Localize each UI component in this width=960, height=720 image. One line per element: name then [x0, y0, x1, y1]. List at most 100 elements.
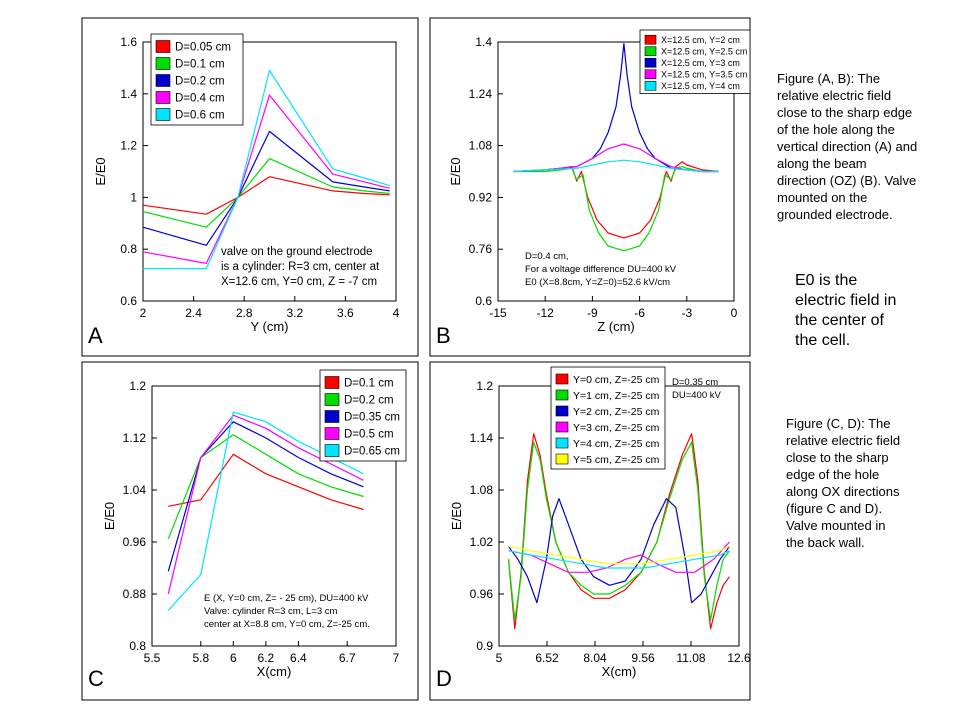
caption-line: Figure (A, B): The [777, 71, 881, 86]
legend-label: D=0.05 cm [175, 42, 231, 54]
series-line-2 [507, 441, 730, 621]
legend-swatch [155, 74, 171, 87]
legend-swatch [644, 69, 657, 80]
caption-line: of the hole along the [777, 122, 895, 137]
legend: D=0.1 cm D=0.2 cm D=0.35 cm D=0.5 cm D=0.65 … [319, 369, 407, 462]
legend-swatch [155, 91, 171, 104]
annotation-line: X=12.6 cm, Y=0 cm, Z = -7 cm [221, 276, 377, 288]
y-axis-label: E/E0 [102, 502, 117, 530]
legend-swatch [155, 108, 171, 121]
legend-label: D=0.35 cm [344, 412, 400, 424]
caption-line: the cell. [795, 332, 851, 349]
y-tick-label: 1.2 [120, 139, 137, 153]
y-tick-label: 1.24 [469, 87, 493, 101]
chart-panel-c: 0.8 0.88 0.96 1.04 1.12 1.2 5.5 5.8 6 6.2 6.4 6.7 7 X… [81, 361, 419, 701]
x-tick-label: -3 [681, 306, 692, 320]
x-tick-label: 6.2 [258, 651, 275, 665]
chart-panel-d: 0.9 0.96 1.02 1.08 1.14 1.2 5 6.52 8.04 9.56 11.08… [429, 361, 751, 701]
legend-label: D=0.4 cm [175, 93, 225, 105]
panel-letter: B [436, 323, 451, 348]
series-line-4 [142, 94, 390, 264]
legend-swatch [644, 34, 657, 45]
y-tick-label: 0.9 [476, 639, 493, 653]
x-tick-label: 6 [230, 651, 237, 665]
x-tick-label: 6.4 [290, 651, 307, 665]
y-tick-label: 0.6 [120, 294, 137, 308]
x-tick-label: 2 [140, 306, 147, 320]
x-tick-label: -15 [489, 306, 507, 320]
y-tick-label: 0.92 [469, 190, 493, 204]
legend-swatch [555, 421, 569, 433]
x-tick-label: -12 [537, 306, 555, 320]
legend-swatch [324, 393, 340, 406]
x-tick-label: 2.8 [236, 306, 253, 320]
caption-line: E0 is the [795, 272, 858, 289]
series-line-2 [513, 166, 719, 252]
legend-swatch [555, 373, 569, 385]
x-tick-label: 3.6 [337, 306, 354, 320]
chart-panel-a: 0.6 0.8 1 1.2 1.4 1.6 2 2.4 2.8 3.2 3.6 4 Y (cm) E/E0… [81, 17, 419, 357]
legend-swatch [555, 389, 569, 401]
caption-line: Valve mounted in [786, 518, 886, 533]
legend: Y=0 cm, Z=-25 cm Y=1 cm, Z=-25 cm Y=2 cm, … [550, 366, 666, 470]
legend-swatch [644, 46, 657, 57]
legend-label: D=0.5 cm [344, 429, 394, 441]
plot-area [497, 41, 735, 302]
y-tick-label: 1.6 [120, 35, 137, 49]
legend-box [550, 366, 666, 470]
legend-label: X=12.5 cm, Y=3 cm [661, 58, 740, 68]
y-tick-label: 1.08 [469, 139, 493, 153]
annotation-line: center at X=8.8 cm, Y=0 cm, Z=-25 cm. [204, 619, 370, 630]
caption-line: grounded electrode. [777, 207, 893, 222]
y-tick-label: 1 [130, 190, 137, 204]
panel-letter: A [88, 323, 103, 348]
y-tick-label: 1.4 [475, 35, 492, 49]
x-tick-label: 6.52 [535, 651, 559, 665]
series-line-3 [508, 498, 730, 604]
legend-label: D=0.65 cm [344, 446, 400, 458]
legend-label: D=0.2 cm [344, 395, 394, 407]
annotation-line: Valve: cylinder R=3 cm, L=3 cm [204, 606, 337, 617]
plot-area [142, 41, 397, 302]
annotation-line: DU=400 kV [672, 390, 722, 401]
y-tick-label: 1.2 [129, 379, 146, 393]
series-line-1 [168, 453, 364, 511]
y-tick-label: 1.14 [470, 431, 494, 445]
series-line-6 [508, 545, 730, 565]
caption-figure-ab: Figure (A, B): The relative electric fiel… [777, 70, 957, 223]
legend-label: D=0.6 cm [175, 110, 225, 122]
legend-swatch [155, 57, 171, 70]
x-tick-label: 7 [393, 651, 400, 665]
annotation-line: valve on the ground electrode [221, 246, 373, 258]
series-line-3 [142, 130, 390, 246]
y-tick-label: 0.96 [123, 535, 147, 549]
x-tick-label: 5.8 [192, 651, 209, 665]
legend-swatch [555, 437, 569, 449]
x-tick-label: 6.7 [339, 651, 356, 665]
y-tick-label: 1.4 [120, 87, 137, 101]
y-axis-label: E/E0 [449, 502, 464, 530]
caption-e0-definition: E0 is the electric field in the center of t… [795, 271, 935, 351]
legend-label: D=0.2 cm [175, 76, 225, 88]
x-tick-label: 9.56 [631, 651, 655, 665]
legend-label: Y=3 cm, Z=-25 cm [573, 422, 660, 434]
legend-label: D=0.1 cm [344, 378, 394, 390]
series-line-5 [508, 550, 730, 569]
caption-figure-cd: Figure (C, D): The relative electric fiel… [786, 415, 956, 551]
annotation-line: For a voltage difference DU=400 kV [525, 264, 677, 275]
annotation-line: is a cylinder: R=3 cm, center at [221, 261, 380, 273]
caption-line: vertical direction (A) and [777, 139, 918, 154]
caption-line: along OX directions [786, 484, 900, 499]
x-tick-label: 0 [731, 306, 738, 320]
legend-swatch [644, 57, 657, 68]
y-tick-label: 1.04 [123, 483, 147, 497]
legend-swatch [555, 405, 569, 417]
caption-line: along the beam [777, 156, 867, 171]
legend-label: Y=2 cm, Z=-25 cm [573, 406, 660, 418]
legend-swatch [555, 453, 569, 465]
x-tick-label: 5 [496, 651, 503, 665]
legend-swatch [324, 376, 340, 389]
legend-swatch [324, 444, 340, 457]
legend-box [639, 29, 751, 94]
legend-label: Y=4 cm, Z=-25 cm [573, 438, 660, 450]
